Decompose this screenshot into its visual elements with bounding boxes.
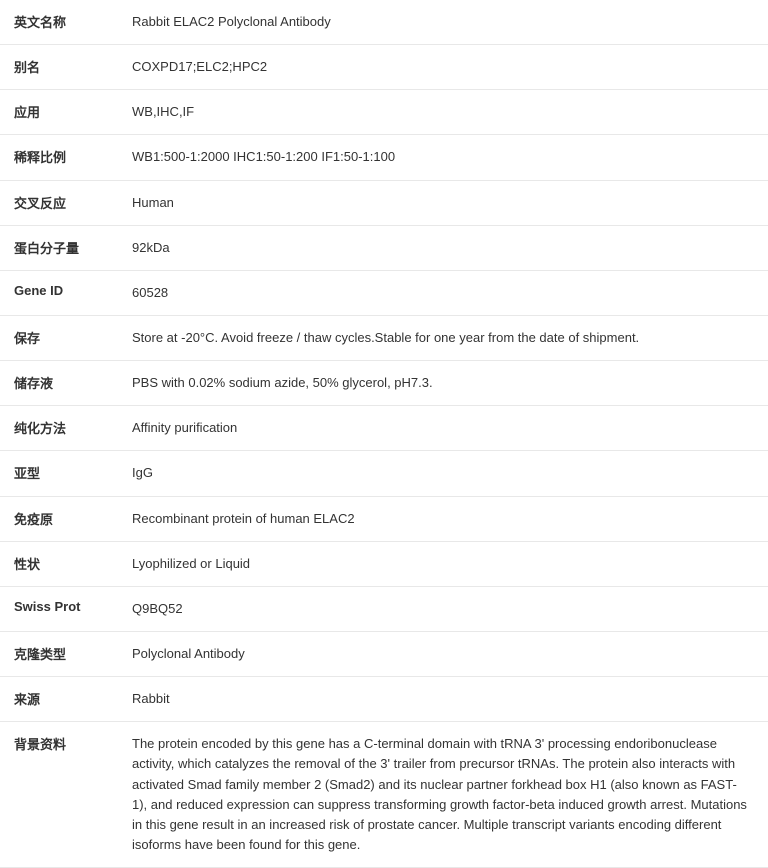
table-row: 别名COXPD17;ELC2;HPC2: [0, 45, 768, 90]
table-row: 保存Store at -20°C. Avoid freeze / thaw cy…: [0, 315, 768, 360]
spec-label: Swiss Prot: [0, 586, 124, 631]
table-row: 亚型IgG: [0, 451, 768, 496]
table-row: 纯化方法Affinity purification: [0, 406, 768, 451]
spec-value: 92kDa: [124, 225, 768, 270]
spec-label: 储存液: [0, 361, 124, 406]
spec-label: 英文名称: [0, 0, 124, 45]
spec-label: 应用: [0, 90, 124, 135]
table-row: 来源Rabbit: [0, 677, 768, 722]
spec-value: Polyclonal Antibody: [124, 631, 768, 676]
table-row: 性状Lyophilized or Liquid: [0, 541, 768, 586]
table-row: 克隆类型Polyclonal Antibody: [0, 631, 768, 676]
table-row: 背景资料The protein encoded by this gene has…: [0, 722, 768, 868]
spec-table-body: 英文名称Rabbit ELAC2 Polyclonal Antibody别名CO…: [0, 0, 768, 868]
spec-value: Affinity purification: [124, 406, 768, 451]
table-row: Gene ID60528: [0, 270, 768, 315]
spec-label: 交叉反应: [0, 180, 124, 225]
spec-value: PBS with 0.02% sodium azide, 50% glycero…: [124, 361, 768, 406]
spec-label: 别名: [0, 45, 124, 90]
spec-value: Human: [124, 180, 768, 225]
spec-label: 性状: [0, 541, 124, 586]
spec-value: WB,IHC,IF: [124, 90, 768, 135]
spec-value: Rabbit: [124, 677, 768, 722]
spec-value: 60528: [124, 270, 768, 315]
spec-label: 保存: [0, 315, 124, 360]
spec-value: Lyophilized or Liquid: [124, 541, 768, 586]
table-row: Swiss ProtQ9BQ52: [0, 586, 768, 631]
table-row: 免疫原Recombinant protein of human ELAC2: [0, 496, 768, 541]
table-row: 英文名称Rabbit ELAC2 Polyclonal Antibody: [0, 0, 768, 45]
spec-label: 亚型: [0, 451, 124, 496]
spec-label: Gene ID: [0, 270, 124, 315]
table-row: 交叉反应Human: [0, 180, 768, 225]
table-row: 应用WB,IHC,IF: [0, 90, 768, 135]
spec-value: The protein encoded by this gene has a C…: [124, 722, 768, 868]
table-row: 储存液PBS with 0.02% sodium azide, 50% glyc…: [0, 361, 768, 406]
spec-label: 来源: [0, 677, 124, 722]
spec-label: 背景资料: [0, 722, 124, 868]
spec-label: 蛋白分子量: [0, 225, 124, 270]
spec-value: IgG: [124, 451, 768, 496]
spec-label: 纯化方法: [0, 406, 124, 451]
spec-value: Q9BQ52: [124, 586, 768, 631]
spec-value: Rabbit ELAC2 Polyclonal Antibody: [124, 0, 768, 45]
spec-table: 英文名称Rabbit ELAC2 Polyclonal Antibody别名CO…: [0, 0, 768, 868]
spec-label: 稀释比例: [0, 135, 124, 180]
spec-value: Recombinant protein of human ELAC2: [124, 496, 768, 541]
spec-value: COXPD17;ELC2;HPC2: [124, 45, 768, 90]
spec-label: 免疫原: [0, 496, 124, 541]
spec-value: Store at -20°C. Avoid freeze / thaw cycl…: [124, 315, 768, 360]
table-row: 蛋白分子量92kDa: [0, 225, 768, 270]
table-row: 稀释比例WB1:500-1:2000 IHC1:50-1:200 IF1:50-…: [0, 135, 768, 180]
spec-label: 克隆类型: [0, 631, 124, 676]
spec-value: WB1:500-1:2000 IHC1:50-1:200 IF1:50-1:10…: [124, 135, 768, 180]
